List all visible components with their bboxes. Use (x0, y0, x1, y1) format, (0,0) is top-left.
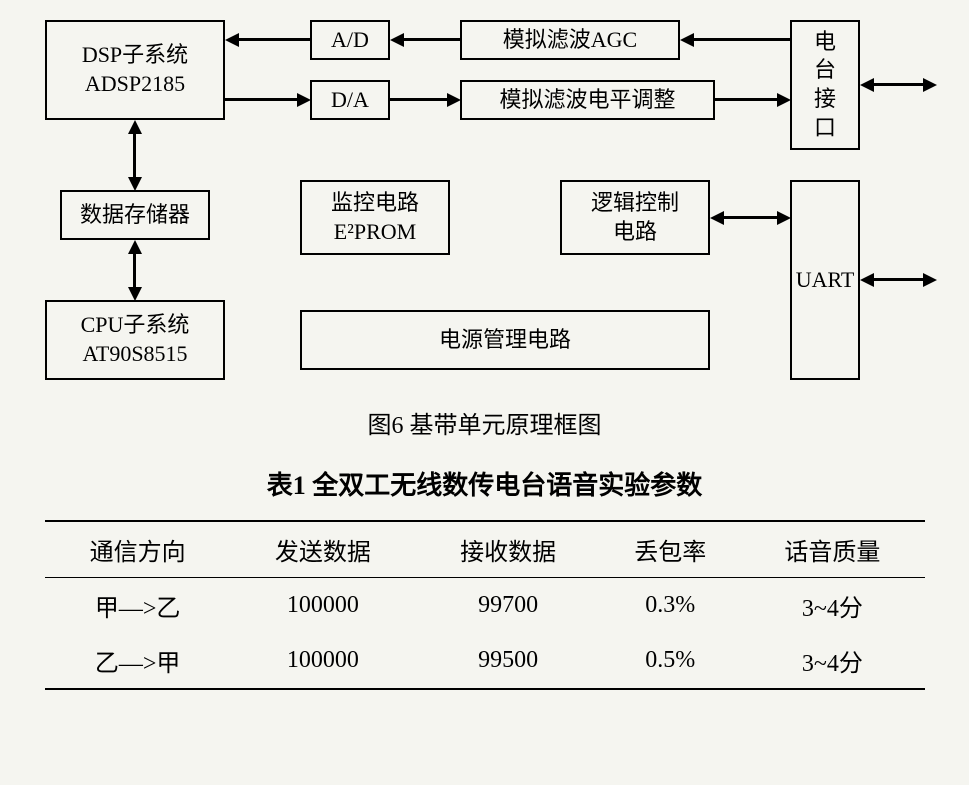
cell: 0.3% (601, 578, 740, 634)
radio-if-line1: 电 (814, 28, 836, 57)
cell: 99500 (416, 633, 601, 689)
cell: 乙—>甲 (45, 633, 230, 689)
cell: 100000 (230, 633, 415, 689)
arrow-uart-ext-l (860, 273, 874, 287)
agc-label: 模拟滤波AGC (503, 26, 637, 55)
table-row: 甲—>乙 100000 99700 0.3% 3~4分 (45, 578, 925, 634)
cpu-line1: CPU子系统 (81, 311, 190, 340)
cell: 100000 (230, 578, 415, 634)
arrow-dsp-mem (133, 133, 136, 177)
cell: 甲—>乙 (45, 578, 230, 634)
cell: 3~4分 (740, 633, 925, 689)
ad-label: A/D (331, 26, 369, 55)
da-box: D/A (310, 80, 390, 120)
arrow-ad-dsp (238, 38, 310, 41)
logic-line1: 逻辑控制 (591, 189, 679, 218)
logic-box: 逻辑控制 电路 (560, 180, 710, 255)
radio-if-box: 电 台 接 口 (790, 20, 860, 150)
data-mem-label: 数据存储器 (80, 201, 190, 230)
col-quality: 话音质量 (740, 521, 925, 578)
arrow-uart-ext-r (923, 273, 937, 287)
arrow-da-level (390, 98, 447, 101)
uart-box: UART (790, 180, 860, 380)
arrow-agc-ad (403, 38, 460, 41)
radio-if-line3: 接 (814, 85, 836, 114)
table-title: 表1 全双工无线数传电台语音实验参数 (0, 465, 969, 502)
monitor-line1: 监控电路 (331, 189, 419, 218)
arrow-uart-ext (873, 278, 923, 281)
arrow-logic-uart-r (777, 211, 791, 225)
radio-if-line4: 口 (814, 114, 836, 143)
dsp-box: DSP子系统 ADSP2185 (45, 20, 225, 120)
arrow-mem-cpu-u (128, 240, 142, 254)
ad-box: A/D (310, 20, 390, 60)
arrow-mem-cpu (133, 253, 136, 287)
arrow-dsp-mem-d (128, 177, 142, 191)
arrow-radio-ext (873, 83, 923, 86)
col-direction: 通信方向 (45, 521, 230, 578)
agc-box: 模拟滤波AGC (460, 20, 680, 60)
arrow-logic-uart-l (710, 211, 724, 225)
power-box: 电源管理电路 (300, 310, 710, 370)
cpu-box: CPU子系统 AT90S8515 (45, 300, 225, 380)
cell: 0.5% (601, 633, 740, 689)
arrow-agc-ad-head (390, 33, 404, 47)
cell: 99700 (416, 578, 601, 634)
uart-label: UART (796, 266, 855, 295)
arrow-dsp-da-head (297, 93, 311, 107)
radio-if-line2: 台 (814, 56, 836, 85)
arrow-level-radio (715, 98, 777, 101)
figure-caption: 图6 基带单元原理框图 (0, 405, 969, 440)
table-header-row: 通信方向 发送数据 接收数据 丢包率 话音质量 (45, 521, 925, 578)
dsp-line1: DSP子系统 (82, 41, 188, 70)
col-recv: 接收数据 (416, 521, 601, 578)
arrow-radio-ext-l (860, 78, 874, 92)
logic-line2: 电路 (613, 218, 657, 247)
arrow-level-radio-head (777, 93, 791, 107)
cell: 3~4分 (740, 578, 925, 634)
arrow-radio-agc-head (680, 33, 694, 47)
monitor-line2: E²PROM (334, 218, 416, 247)
arrow-dsp-da (225, 98, 297, 101)
power-label: 电源管理电路 (439, 326, 571, 355)
da-label: D/A (331, 86, 369, 115)
table-row: 乙—>甲 100000 99500 0.5% 3~4分 (45, 633, 925, 689)
data-mem-box: 数据存储器 (60, 190, 210, 240)
monitor-box: 监控电路 E²PROM (300, 180, 450, 255)
arrow-radio-agc (693, 38, 790, 41)
col-loss: 丢包率 (601, 521, 740, 578)
level-label: 模拟滤波电平调整 (499, 86, 675, 115)
arrow-da-level-head (447, 93, 461, 107)
dsp-line2: ADSP2185 (85, 70, 185, 99)
level-box: 模拟滤波电平调整 (460, 80, 715, 120)
arrow-mem-cpu-d (128, 287, 142, 301)
arrow-radio-ext-r (923, 78, 937, 92)
cpu-line2: AT90S8515 (82, 340, 187, 369)
arrow-dsp-mem-u (128, 120, 142, 134)
col-send: 发送数据 (230, 521, 415, 578)
arrow-ad-dsp-head (225, 33, 239, 47)
arrow-logic-uart (723, 216, 777, 219)
experiment-table: 通信方向 发送数据 接收数据 丢包率 话音质量 甲—>乙 100000 9970… (45, 520, 925, 690)
